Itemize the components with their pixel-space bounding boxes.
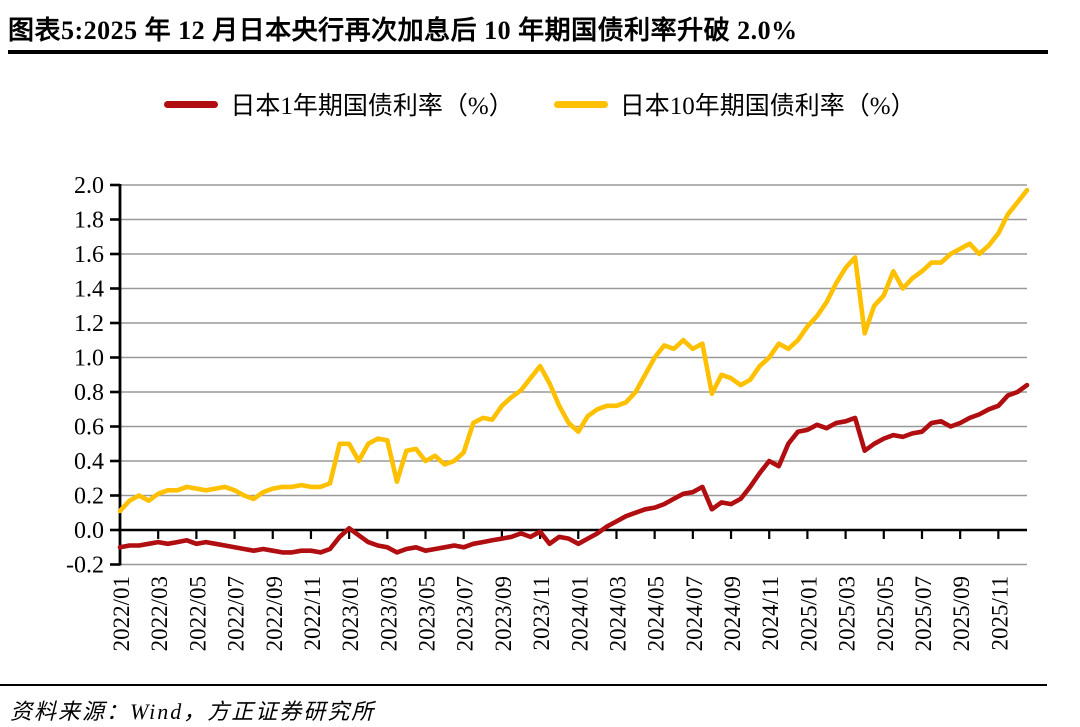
x-tick-label-2022/05: 2022/05 [185, 576, 210, 651]
x-tick-label-2025/11: 2025/11 [987, 576, 1012, 651]
x-tick-label-2024/11: 2024/11 [758, 576, 783, 651]
x-tick-label-2023/03: 2023/03 [376, 576, 401, 651]
x-tick-label-2022/03: 2022/03 [147, 576, 172, 651]
y-tick-label-2.0: 2.0 [74, 173, 104, 199]
chart-canvas: 2.01.81.61.41.21.00.80.60.40.20.0-0.2202… [66, 173, 1030, 651]
x-tick-label-2025/07: 2025/07 [911, 576, 936, 651]
legend-item-1y: 日本1年期国债利率（%） [164, 86, 514, 122]
x-tick-label-2022/01: 2022/01 [109, 576, 134, 651]
x-tick-label-2023/07: 2023/07 [453, 576, 478, 651]
y-tick-label-1.6: 1.6 [74, 242, 104, 268]
x-tick-label-2024/05: 2024/05 [644, 576, 669, 651]
y-tick-label--0.2: -0.2 [66, 553, 104, 579]
series-line-jgb-1y [117, 382, 1030, 555]
y-tick-label-0.2: 0.2 [74, 484, 104, 510]
x-tick-label-2022/11: 2022/11 [300, 576, 325, 651]
x-tick-label-2024/09: 2024/09 [720, 576, 745, 651]
x-tick-label-2022/07: 2022/07 [224, 576, 249, 651]
legend-line-swatch-1y [164, 100, 219, 108]
chart-title: 图表5:2025 年 12 月日本央行再次加息后 10 年期国债利率升破 2.0… [8, 16, 798, 45]
x-tick-label-2025/03: 2025/03 [835, 576, 860, 651]
legend-line-swatch-10y [553, 100, 608, 108]
y-tick-label-0.6: 0.6 [74, 415, 104, 441]
legend-label-1y: 日本1年期国债利率（%） [230, 93, 514, 120]
y-tick-label-0.4: 0.4 [74, 449, 104, 475]
source-rule [0, 684, 1047, 686]
x-tick-label-2025/01: 2025/01 [796, 576, 821, 651]
x-tick-label-2023/05: 2023/05 [415, 576, 440, 651]
x-tick-label-2024/01: 2024/01 [567, 576, 592, 651]
x-tick-label-2023/09: 2023/09 [491, 576, 516, 651]
x-tick-label-2022/09: 2022/09 [262, 576, 287, 651]
y-tick-label-1.0: 1.0 [74, 346, 104, 372]
x-tick-label-2024/07: 2024/07 [682, 576, 707, 651]
legend-item-10y: 日本10年期国债利率（%） [553, 86, 916, 122]
source-note: 资料来源：Wind，方正证券研究所 [10, 699, 376, 724]
title-rule [8, 50, 1048, 54]
y-tick-label-0.0: 0.0 [74, 518, 104, 544]
legend-label-10y: 日本10年期国债利率（%） [619, 93, 916, 120]
x-tick-label-2023/01: 2023/01 [338, 576, 363, 651]
y-tick-label-1.4: 1.4 [74, 277, 104, 303]
x-tick-label-2025/05: 2025/05 [873, 576, 898, 651]
legend: 日本1年期国债利率（%） 日本10年期国债利率（%） [0, 86, 1080, 122]
y-tick-label-1.8: 1.8 [74, 208, 104, 234]
x-tick-label-2024/03: 2024/03 [605, 576, 630, 651]
x-tick-label-2025/09: 2025/09 [949, 576, 974, 651]
x-tick-label-2023/11: 2023/11 [529, 576, 554, 651]
y-tick-label-1.2: 1.2 [74, 311, 104, 337]
y-tick-label-0.8: 0.8 [74, 380, 104, 406]
series-line-jgb-10y [117, 187, 1030, 514]
